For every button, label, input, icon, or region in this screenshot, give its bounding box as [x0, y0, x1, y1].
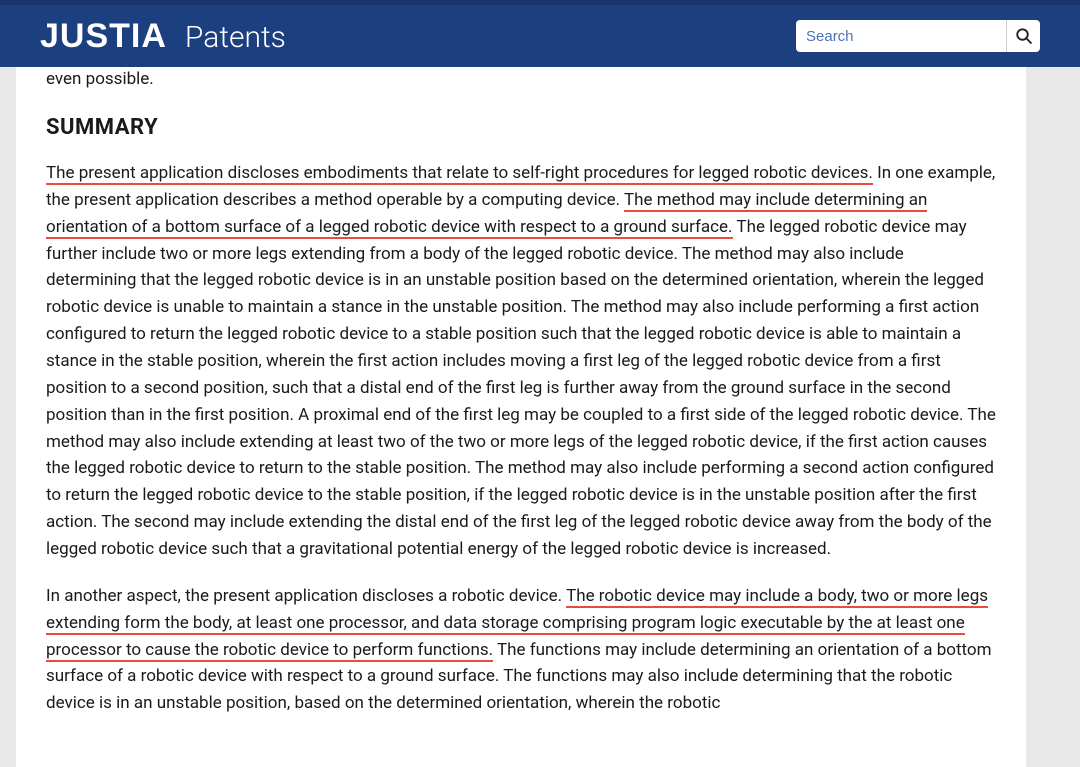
page-content: even possible. SUMMARY The present appli… — [16, 67, 1026, 767]
search-wrap — [796, 20, 1040, 52]
brand-block: JUSTIA Patents — [40, 17, 286, 56]
body-text: In another aspect, the present applicati… — [46, 586, 566, 606]
search-button[interactable] — [1006, 20, 1040, 52]
summary-para-1: The present application discloses embodi… — [46, 160, 996, 563]
body-text: The legged robotic device may further in… — [46, 217, 996, 559]
summary-heading: SUMMARY — [46, 115, 996, 140]
search-icon — [1015, 27, 1033, 45]
section-title[interactable]: Patents — [185, 20, 286, 55]
truncated-prev-line: even possible. — [46, 67, 996, 89]
summary-para-2: In another aspect, the present applicati… — [46, 583, 996, 717]
header-bar: JUSTIA Patents — [0, 0, 1080, 67]
highlighted-text: The present application discloses embodi… — [46, 163, 873, 185]
justia-logo[interactable]: JUSTIA — [40, 17, 167, 56]
search-input[interactable] — [796, 20, 1006, 52]
